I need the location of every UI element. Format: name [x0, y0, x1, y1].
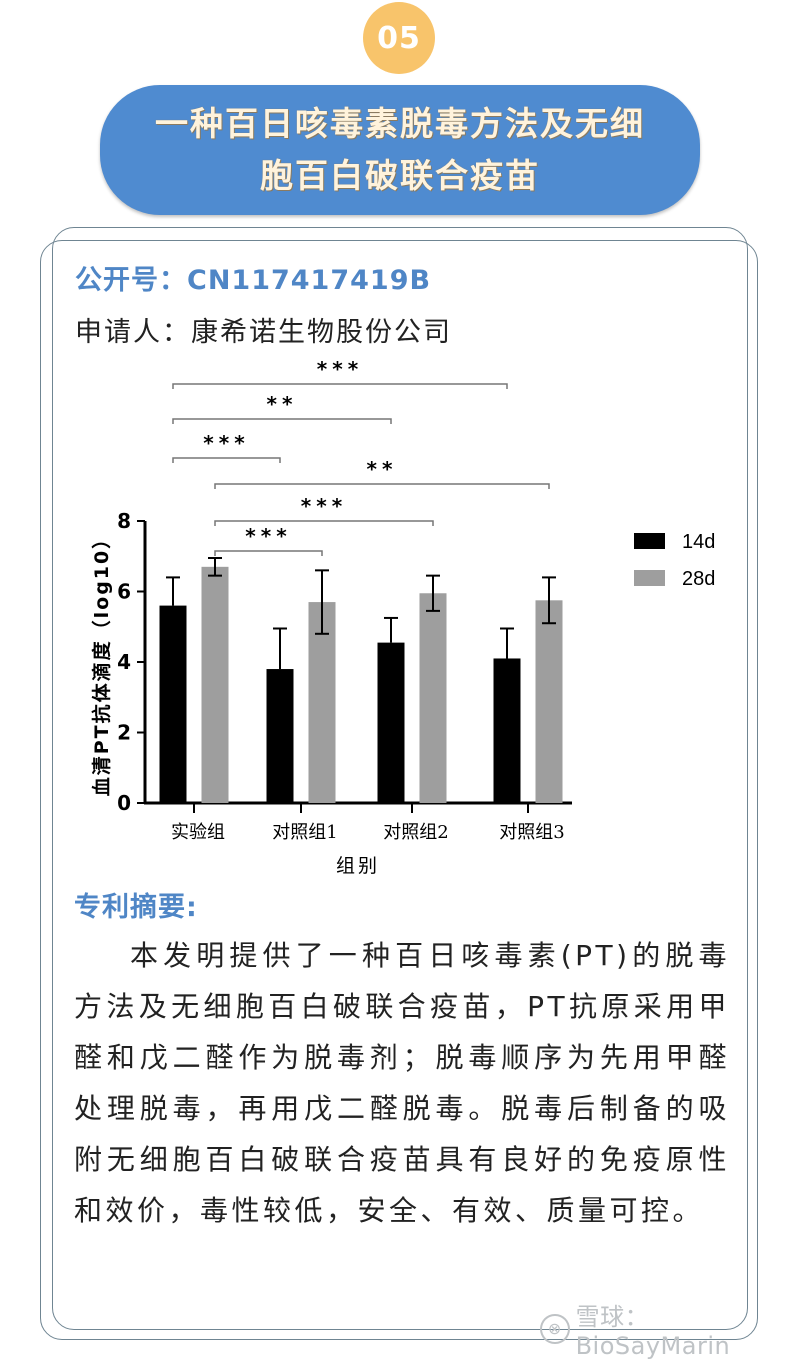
abstract-heading: 专利摘要: [74, 892, 198, 923]
badge-number: 05 [377, 20, 421, 56]
applicant-label: 申请人： [75, 317, 191, 348]
title-line-2: 胞百白破联合疫苗 [260, 156, 540, 195]
title-line-1: 一种百日咳毒素脱毒方法及无细 [155, 104, 645, 143]
card-frame-front [52, 227, 748, 1330]
watermark-text: 雪球：BioSayMarin [575, 1303, 731, 1360]
publication-number: 公开号：CN117417419B [75, 258, 431, 297]
abstract-text: 本发明提供了一种百日咳毒素(PT)的脱毒方法及无细胞百白破联合疫苗，PT抗原采用… [74, 939, 730, 1227]
title-banner: 一种百日咳毒素脱毒方法及无细 胞百白破联合疫苗 [100, 85, 700, 215]
publication-label: 公开号： [75, 265, 187, 296]
section-number-badge: 05 [363, 2, 435, 74]
publication-value: CN117417419B [187, 265, 432, 296]
watermark: ⊗ 雪球：BioSayMarin [540, 1297, 800, 1360]
applicant-name: 康希诺生物股份公司 [191, 317, 452, 348]
xueqiu-logo-icon: ⊗ [540, 1313, 570, 1344]
card-frame-back [40, 240, 758, 1340]
applicant: 申请人：康希诺生物股份公司 [75, 310, 452, 349]
